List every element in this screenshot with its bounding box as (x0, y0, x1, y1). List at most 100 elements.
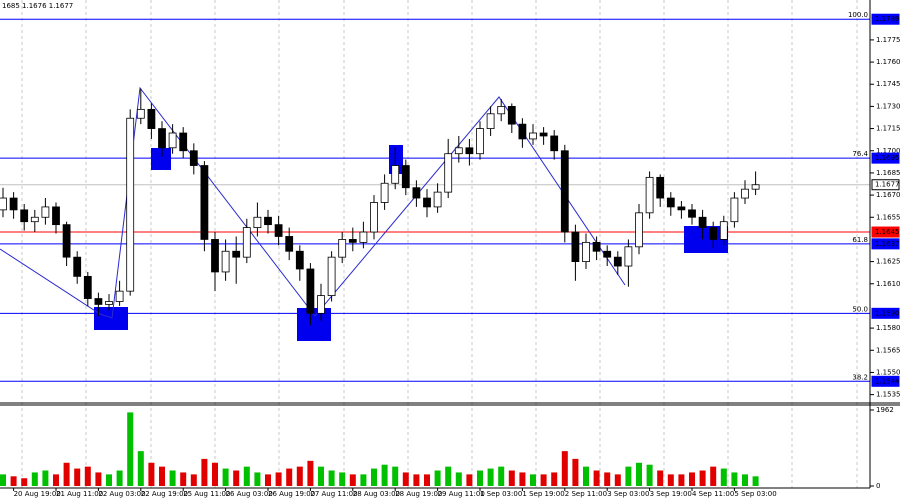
volume-bar (265, 474, 271, 486)
price-label: 1.1695 (875, 154, 900, 162)
volume-bar (127, 412, 134, 486)
x-tick-label: 22 Aug 03:00 (98, 490, 145, 498)
candle-body (550, 135, 559, 152)
x-tick-label: 4 Sep 11:00 (692, 490, 734, 498)
candle-body (571, 231, 580, 262)
volume-bar (530, 474, 536, 486)
y-tick-label: 1.1565 (876, 346, 900, 354)
candle-body (465, 147, 474, 155)
y-tick-label: 1.1760 (876, 58, 900, 66)
volume-bar (74, 468, 81, 486)
volume-bar (583, 466, 589, 486)
volume-bar (424, 474, 430, 486)
x-tick-label: 2 Sep 11:00 (565, 490, 607, 498)
candle-body (264, 216, 272, 226)
candle-body (126, 117, 135, 292)
volume-bar (222, 468, 229, 486)
candle-body (94, 298, 103, 305)
candle-body (9, 197, 18, 211)
candle-body (232, 250, 241, 258)
highlight-box (151, 148, 171, 170)
volume-bar (593, 470, 600, 486)
y-tick-label: 1.1715 (876, 125, 900, 133)
volume-bar (551, 472, 558, 486)
candle-body (370, 202, 378, 233)
volume-bar (318, 466, 324, 486)
volume-bar (477, 470, 483, 486)
x-tick-label: 3 Sep 19:00 (650, 490, 692, 498)
volume-bar (307, 460, 314, 486)
x-tick-label: 1 Sep 03:00 (480, 490, 522, 498)
candle-body (317, 295, 325, 314)
candle-body (30, 216, 39, 223)
candle-body (200, 165, 209, 240)
x-tick-label: 28 Aug 03:00 (353, 490, 400, 498)
candle-body (635, 212, 643, 248)
candle-body (486, 113, 495, 129)
candle-body (285, 236, 294, 252)
candle-body (147, 108, 156, 129)
candle-body (211, 239, 219, 273)
volume-bar (328, 470, 335, 486)
volume-bar (349, 474, 356, 486)
volume-bar (63, 462, 70, 486)
candle-body (253, 216, 262, 229)
volume-bar (445, 466, 452, 486)
volume-bar (286, 468, 293, 486)
price-label: 1.1677 (875, 181, 900, 189)
volume-bar (572, 458, 579, 486)
price-label: 1.1590 (875, 309, 900, 317)
candle-body (613, 256, 622, 267)
volume-bar (413, 474, 420, 486)
y-tick-label: 1.1535 (876, 391, 900, 399)
candles (0, 88, 760, 326)
candle-body (719, 221, 728, 240)
volume-bar (159, 466, 165, 486)
candle-body (41, 206, 50, 218)
highlight-boxes (94, 145, 728, 341)
volume-bar (212, 462, 218, 486)
volume-bar (710, 466, 717, 486)
candle-body (624, 246, 633, 267)
candle-body (306, 268, 315, 314)
volume-bar (678, 474, 685, 486)
candle-body (0, 197, 7, 211)
candle-body (274, 224, 283, 237)
volume-bar (95, 472, 102, 486)
candle-body (529, 132, 537, 140)
y-tick-label: 1.1550 (876, 368, 900, 376)
volume-bar (360, 474, 367, 486)
volume-bar (381, 464, 388, 486)
volume-bar (233, 470, 240, 486)
volume-bar (31, 472, 38, 486)
y-tick-label: 1.1730 (876, 102, 900, 110)
price-label-box (871, 179, 900, 191)
volume-bar (10, 476, 17, 486)
volume-bar (689, 472, 695, 486)
volume-bar (402, 472, 409, 486)
x-tick-label: 26 Aug 19:00 (268, 490, 315, 498)
y-tick-label: 1.1685 (876, 169, 900, 177)
volume-bar (0, 474, 6, 486)
candle-body (52, 206, 60, 226)
x-tick-label: 1 Sep 19:00 (522, 490, 564, 498)
volume-bar (339, 472, 346, 486)
candle-body (709, 227, 718, 240)
y-tick-label: 1.1580 (876, 324, 900, 332)
volume-bar (466, 474, 473, 486)
volume-bar (180, 472, 187, 486)
volume-bar (699, 470, 706, 486)
x-tick-label: 29 Aug 11:00 (438, 490, 485, 498)
candle-body (136, 108, 145, 119)
volume-bar (561, 451, 568, 486)
volume-bar (657, 470, 664, 486)
volume-bar (296, 466, 303, 486)
candle-body (539, 132, 548, 137)
x-tick-label: 26 Aug 03:00 (226, 490, 273, 498)
volume-bar (731, 472, 738, 486)
volume-bar (508, 470, 515, 486)
levels: 100.0 76.4 61.8 50.0 38.2 (0, 11, 870, 382)
fibo-label: 38.2 (852, 373, 868, 381)
